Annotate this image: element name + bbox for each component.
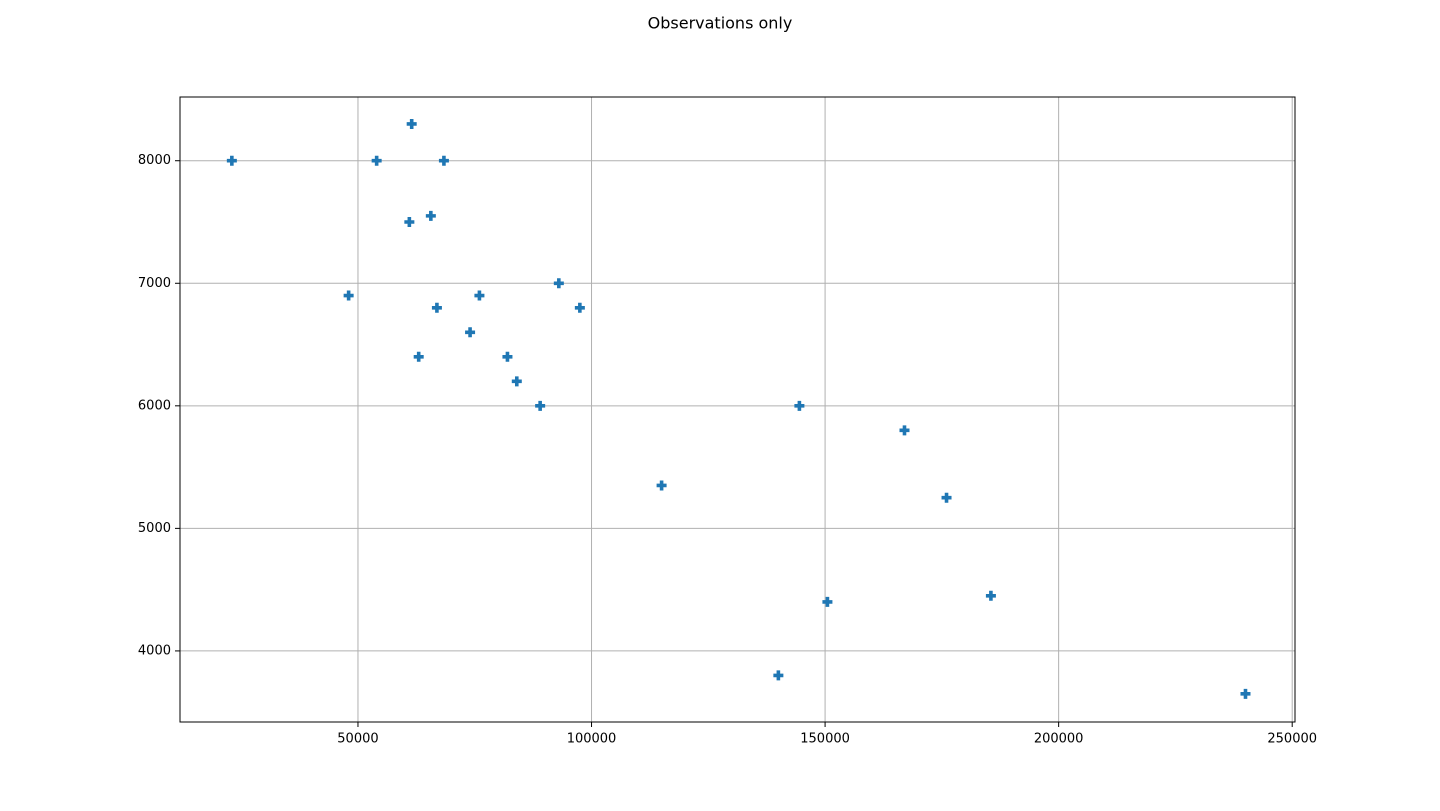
- chart-title: Observations only: [648, 14, 793, 33]
- y-tick-label: 7000: [138, 276, 171, 291]
- point: [371, 155, 382, 166]
- y-tick-label: 4000: [138, 643, 171, 658]
- point: [438, 155, 449, 166]
- y-tick-label: 8000: [138, 153, 171, 168]
- x-tick-label: 250000: [1267, 732, 1317, 747]
- point: [574, 302, 585, 313]
- x-tick-label: 200000: [1034, 732, 1084, 747]
- y-tick-label: 6000: [138, 398, 171, 413]
- point: [465, 327, 476, 338]
- point: [404, 217, 415, 227]
- point: [413, 351, 424, 362]
- point: [535, 400, 546, 411]
- axes-frame: [179, 96, 1296, 723]
- point: [1240, 688, 1251, 699]
- point: [406, 118, 417, 129]
- point: [226, 155, 237, 166]
- point: [474, 290, 485, 301]
- point: [822, 596, 833, 607]
- point: [425, 210, 436, 221]
- plot-area: 50000 100000 150000 200000 250000 4000 5000 600…: [138, 97, 1317, 747]
- x-tick-label: 100000: [567, 732, 617, 747]
- point: [773, 670, 784, 681]
- point: [656, 480, 667, 491]
- point: [985, 590, 996, 601]
- point: [343, 290, 354, 301]
- point: [431, 302, 442, 313]
- point: [899, 425, 910, 436]
- point: [794, 400, 805, 411]
- point: [511, 376, 522, 387]
- point: [553, 278, 564, 289]
- y-tick-label: 5000: [138, 521, 171, 536]
- x-tick-label: 150000: [800, 732, 850, 747]
- point: [502, 351, 513, 362]
- x-tick-label: 50000: [337, 732, 378, 747]
- point: [941, 492, 952, 503]
